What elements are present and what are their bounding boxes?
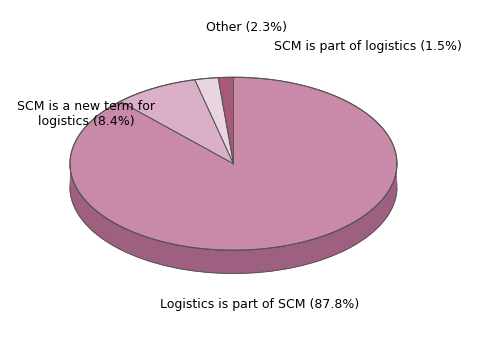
Polygon shape bbox=[218, 77, 234, 164]
Text: Logistics is part of SCM (87.8%): Logistics is part of SCM (87.8%) bbox=[160, 298, 360, 311]
Text: SCM is part of logistics (1.5%): SCM is part of logistics (1.5%) bbox=[274, 40, 462, 53]
Ellipse shape bbox=[70, 100, 397, 273]
Polygon shape bbox=[70, 77, 397, 250]
Text: Other (2.3%): Other (2.3%) bbox=[206, 21, 286, 34]
Polygon shape bbox=[120, 80, 234, 164]
Polygon shape bbox=[70, 164, 397, 273]
Polygon shape bbox=[195, 78, 234, 164]
Text: SCM is a new term for
logistics (8.4%): SCM is a new term for logistics (8.4%) bbox=[17, 100, 155, 128]
